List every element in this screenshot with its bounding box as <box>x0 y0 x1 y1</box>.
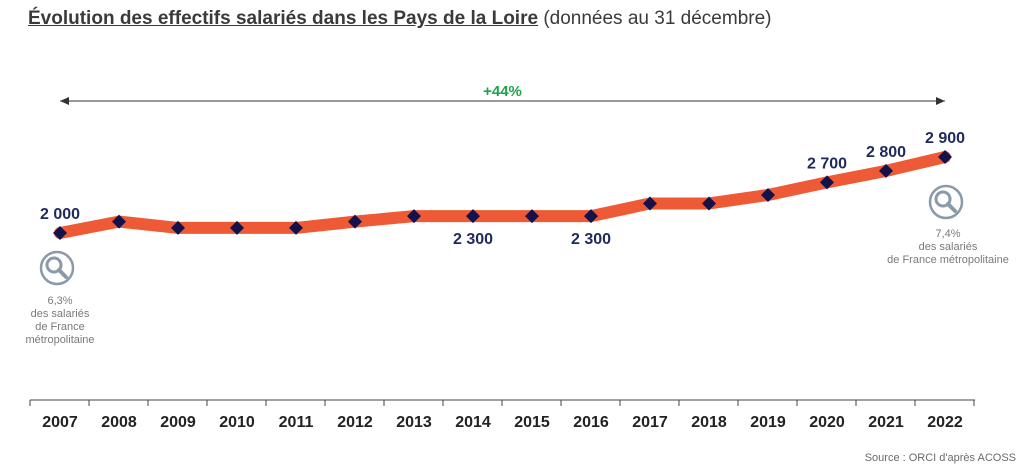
data-label-2007: 2 000 <box>40 206 80 223</box>
data-point-2019 <box>761 188 775 202</box>
x-tick-label-2016: 2016 <box>573 414 609 431</box>
note-left-line2: de France métropolitaine <box>25 321 95 346</box>
growth-label: +44% <box>483 83 522 100</box>
data-point-2017 <box>643 196 657 211</box>
x-tick-label-2020: 2020 <box>809 414 845 431</box>
x-tick-label-2015: 2015 <box>514 414 550 431</box>
data-point-2010 <box>230 220 244 235</box>
x-tick-label-2009: 2009 <box>160 414 196 431</box>
data-point-2018 <box>702 196 716 211</box>
growth-arrow-head-right <box>936 97 945 105</box>
chart-title-sub: (données au 31 décembre) <box>543 8 772 29</box>
note-right-pct: 7,4% <box>935 228 961 240</box>
x-tick-label-2018: 2018 <box>691 414 727 431</box>
data-point-2022 <box>938 150 952 164</box>
x-tick-label-2010: 2010 <box>219 414 255 431</box>
data-point-2012 <box>348 214 362 229</box>
x-tick-label-2014: 2014 <box>455 414 491 431</box>
x-tick-label-2011: 2011 <box>279 414 314 431</box>
x-tick-label-2019: 2019 <box>750 414 786 431</box>
data-point-2013 <box>407 209 421 224</box>
growth-arrow-head-left <box>60 97 69 105</box>
note-left-line1: des salariés <box>30 308 90 320</box>
note-right-line1: des salariés <box>918 241 978 253</box>
x-tick-label-2008: 2008 <box>101 414 137 431</box>
chart-title: Évolution des effectifs salariés dans le… <box>28 8 771 30</box>
note-left: 6,3% des salariés de France métropolitai… <box>0 295 120 347</box>
x-tick-label-2022: 2022 <box>927 414 963 431</box>
search-badge-icon <box>39 250 75 286</box>
data-label-2020: 2 700 <box>807 155 847 172</box>
series-line <box>54 151 951 239</box>
data-label-2022: 2 900 <box>925 130 965 147</box>
data-label-2021: 2 800 <box>866 144 906 161</box>
chart-title-main: Évolution des effectifs salariés dans le… <box>28 8 539 29</box>
x-tick-label-2021: 2021 <box>868 414 904 431</box>
data-point-2021 <box>879 163 893 178</box>
note-right-line2: de France métropolitaine <box>887 254 1009 266</box>
search-badge-icon <box>928 184 964 220</box>
data-label-2016: 2 300 <box>571 231 611 248</box>
data-point-2008 <box>112 214 126 229</box>
data-point-2020 <box>820 175 834 190</box>
x-tick-label-2017: 2017 <box>632 414 668 431</box>
note-left-pct: 6,3% <box>47 295 73 307</box>
data-point-2014 <box>466 209 480 224</box>
x-tick-label-2013: 2013 <box>396 414 432 431</box>
data-point-2009 <box>171 220 185 235</box>
note-right: 7,4% des salariés de France métropolitai… <box>878 228 1018 267</box>
data-point-2011 <box>289 220 303 235</box>
data-point-2016 <box>584 209 598 224</box>
data-point-2015 <box>525 209 539 224</box>
x-tick-label-2007: 2007 <box>42 414 78 431</box>
data-label-2014: 2 300 <box>453 231 493 248</box>
data-point-2007 <box>53 226 67 240</box>
x-tick-label-2012: 2012 <box>337 414 373 431</box>
source-note: Source : ORCI d'après ACOSS <box>864 452 1016 464</box>
